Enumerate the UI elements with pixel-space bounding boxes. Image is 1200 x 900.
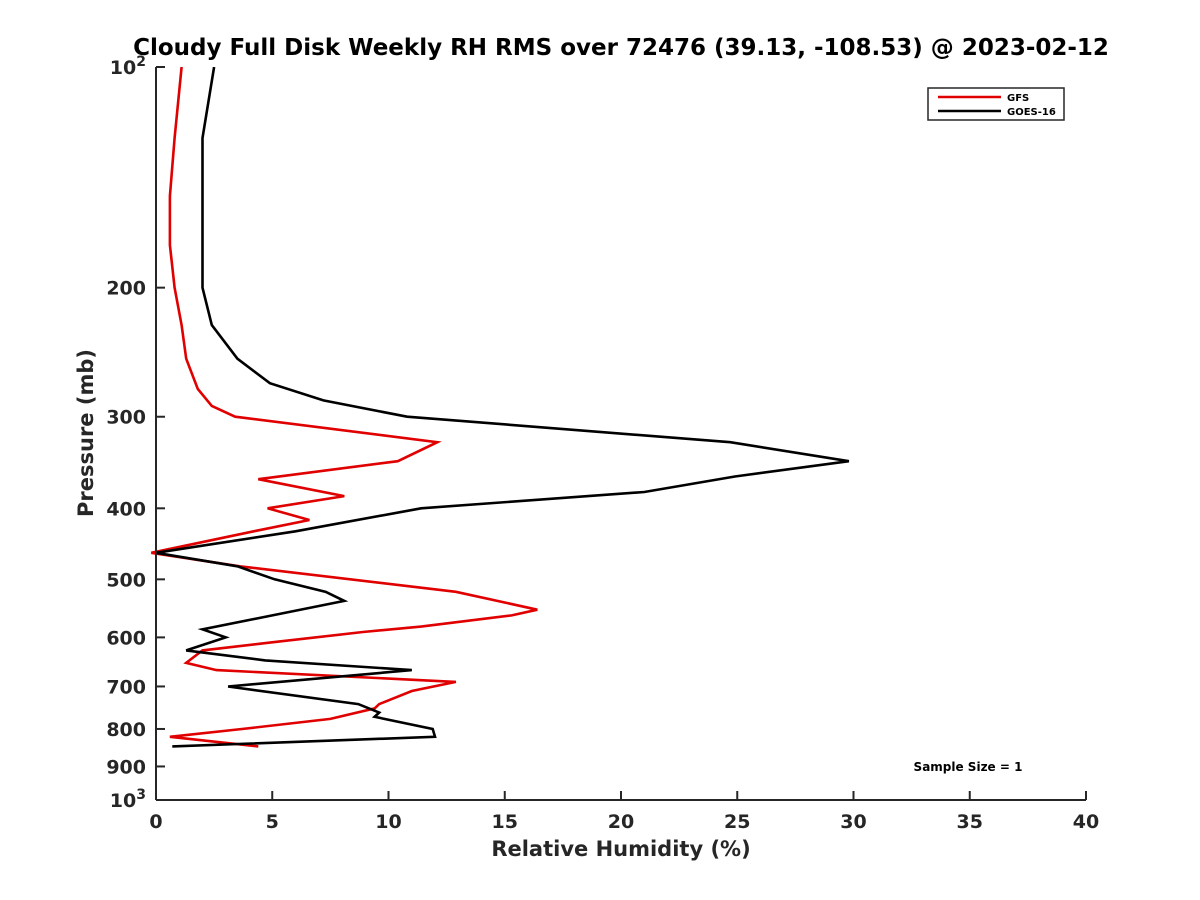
plot-area: 0 5 10 15 20 25 30 35 40 102 200 300 400 500 600 700 800… [106,54,1099,833]
x-tick-label-0: 0 [149,811,162,833]
y-tick-label-800: 800 [106,719,146,741]
sample-size-annotation: Sample Size = 1 [914,760,1023,774]
x-tick-label-10: 10 [375,811,401,833]
y-tick-label-400: 400 [106,498,146,520]
y-tick-label-100: 102 [110,54,146,79]
legend-label-gfs: GFS [1007,93,1029,104]
y-tick-label-900: 900 [106,756,146,778]
x-tick-label-15: 15 [492,811,518,833]
y-tick-label-600: 600 [106,627,146,649]
x-tick-label-40: 40 [1073,811,1099,833]
x-tick-label-25: 25 [724,811,750,833]
x-tick-label-30: 30 [840,811,866,833]
y-axis-label: Pressure (mb) [74,349,98,517]
legend-label-goes16: GOES-16 [1007,107,1056,118]
x-axis-label: Relative Humidity (%) [491,837,750,861]
y-tick-label-700: 700 [106,676,146,698]
legend-box [927,87,1065,121]
series-line-goes16 [155,67,850,748]
legend: GFS GOES-16 [927,87,1065,121]
chart-title: Cloudy Full Disk Weekly RH RMS over 7247… [133,35,1109,61]
x-tick-label-5: 5 [266,811,279,833]
y-tick-label-200: 200 [106,278,146,300]
y-tick-label-300: 300 [106,407,146,429]
y-tick-label-500: 500 [106,569,146,591]
x-tick-label-35: 35 [957,811,983,833]
x-tick-label-20: 20 [608,811,634,833]
y-tick-label-1000: 103 [110,787,146,812]
